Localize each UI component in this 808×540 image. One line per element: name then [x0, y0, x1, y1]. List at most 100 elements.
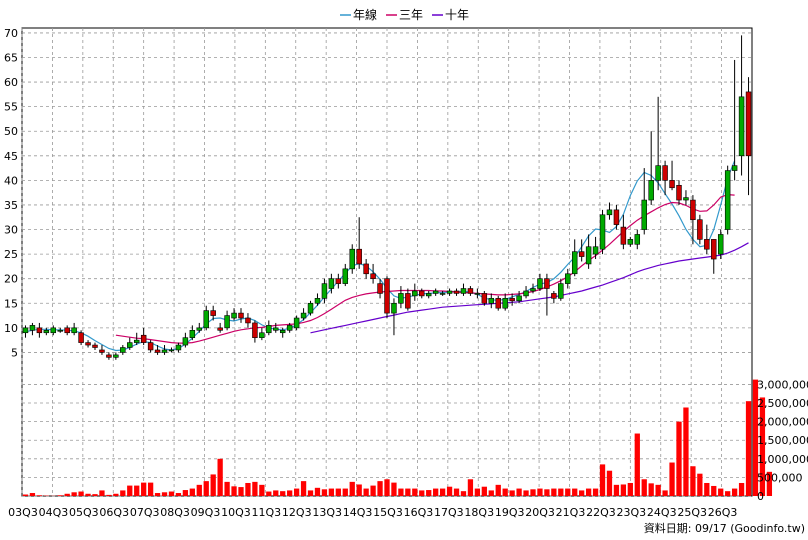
volume-bar [426, 490, 432, 496]
volume-bar [738, 482, 745, 496]
volume-bar [182, 490, 189, 496]
volume-bar [29, 493, 36, 496]
x-tick-label: 16Q3 [404, 506, 434, 519]
candle [717, 229, 724, 260]
volume-bar [433, 488, 439, 496]
volume-bar [488, 490, 494, 496]
volume-bar [641, 479, 647, 496]
candle-body [641, 199, 647, 230]
volume-bar [106, 494, 112, 496]
candle [224, 310, 230, 331]
candle [405, 288, 411, 311]
candle-body [745, 91, 752, 157]
candle-body [99, 349, 105, 353]
price-tick-label: 45 [4, 150, 18, 163]
candle [683, 190, 689, 205]
candle-body [92, 344, 98, 348]
x-tick-label: 14Q3 [343, 506, 373, 519]
candle-body [321, 283, 328, 299]
price-tick-label: 25 [4, 248, 18, 261]
volume-bars [22, 379, 773, 496]
candle-body [634, 234, 641, 245]
price-tick-label: 40 [4, 174, 18, 187]
price-tick-label: 70 [4, 27, 18, 40]
candle-body [120, 347, 126, 353]
candle [613, 204, 620, 230]
candle [669, 160, 675, 191]
candle-body [189, 330, 196, 338]
candle-body [558, 283, 564, 299]
candle [620, 214, 627, 250]
volume-bar [210, 474, 216, 496]
volume-bar [439, 488, 446, 496]
volume-bar [613, 484, 620, 496]
candle-body [585, 246, 592, 265]
volume-bar [606, 470, 613, 496]
candle-body [613, 209, 620, 225]
candle [745, 77, 752, 196]
volume-bar [523, 490, 529, 496]
volume-bar [697, 473, 703, 496]
x-tick-label: 20Q3 [525, 506, 555, 519]
candle-body [133, 339, 140, 343]
candle [252, 320, 258, 343]
candle-body [161, 349, 168, 353]
candle [495, 295, 501, 311]
volume-bar [502, 488, 508, 496]
candle [231, 308, 237, 321]
volume-bar [120, 490, 126, 496]
price-tick-label: 60 [4, 76, 18, 89]
candle [432, 288, 439, 296]
volume-bar [655, 484, 661, 496]
candle-body [419, 290, 425, 297]
candle [558, 278, 564, 301]
candle-body [620, 226, 627, 245]
volume-bar [412, 488, 418, 496]
candle [509, 293, 515, 306]
candle-body [495, 298, 501, 309]
price-tick-label: 50 [4, 125, 18, 138]
volume-bar [224, 481, 230, 496]
candle [488, 293, 495, 309]
candle-body [405, 293, 411, 309]
candle-body [669, 180, 675, 189]
candle-body [175, 344, 182, 351]
volume-bar [766, 471, 773, 496]
candle-body [71, 327, 77, 334]
x-tick-label: 09Q3 [191, 506, 221, 519]
candle-body [286, 325, 293, 331]
candle-body [655, 165, 661, 181]
candle [655, 96, 661, 191]
volume-bar [85, 493, 91, 496]
candle-body [467, 288, 474, 294]
candle [599, 209, 606, 255]
candle [530, 283, 536, 294]
candle [279, 327, 286, 338]
candle-body [425, 293, 432, 297]
candle [697, 214, 703, 245]
volume-tick-label: 3,000,000 [757, 378, 808, 391]
volume-bar [704, 482, 710, 496]
volume-bar [113, 493, 119, 496]
candle-body [217, 327, 223, 331]
candle [307, 300, 314, 316]
candle [690, 195, 696, 245]
candle [217, 322, 223, 333]
candle-body [544, 278, 550, 289]
candle [161, 345, 168, 355]
candle [460, 283, 467, 296]
candle [551, 290, 557, 304]
volume-bar [634, 433, 640, 496]
volume-bar [307, 490, 314, 496]
candle-body [516, 295, 522, 302]
volume-bar [565, 488, 571, 496]
volume-bar [287, 490, 293, 496]
candle [481, 290, 488, 306]
volume-bar [446, 486, 453, 496]
candle-body [717, 234, 724, 255]
candle [606, 202, 613, 220]
x-tick-label: 04Q3 [39, 506, 69, 519]
volume-tick-label: 500,000 [757, 471, 803, 484]
